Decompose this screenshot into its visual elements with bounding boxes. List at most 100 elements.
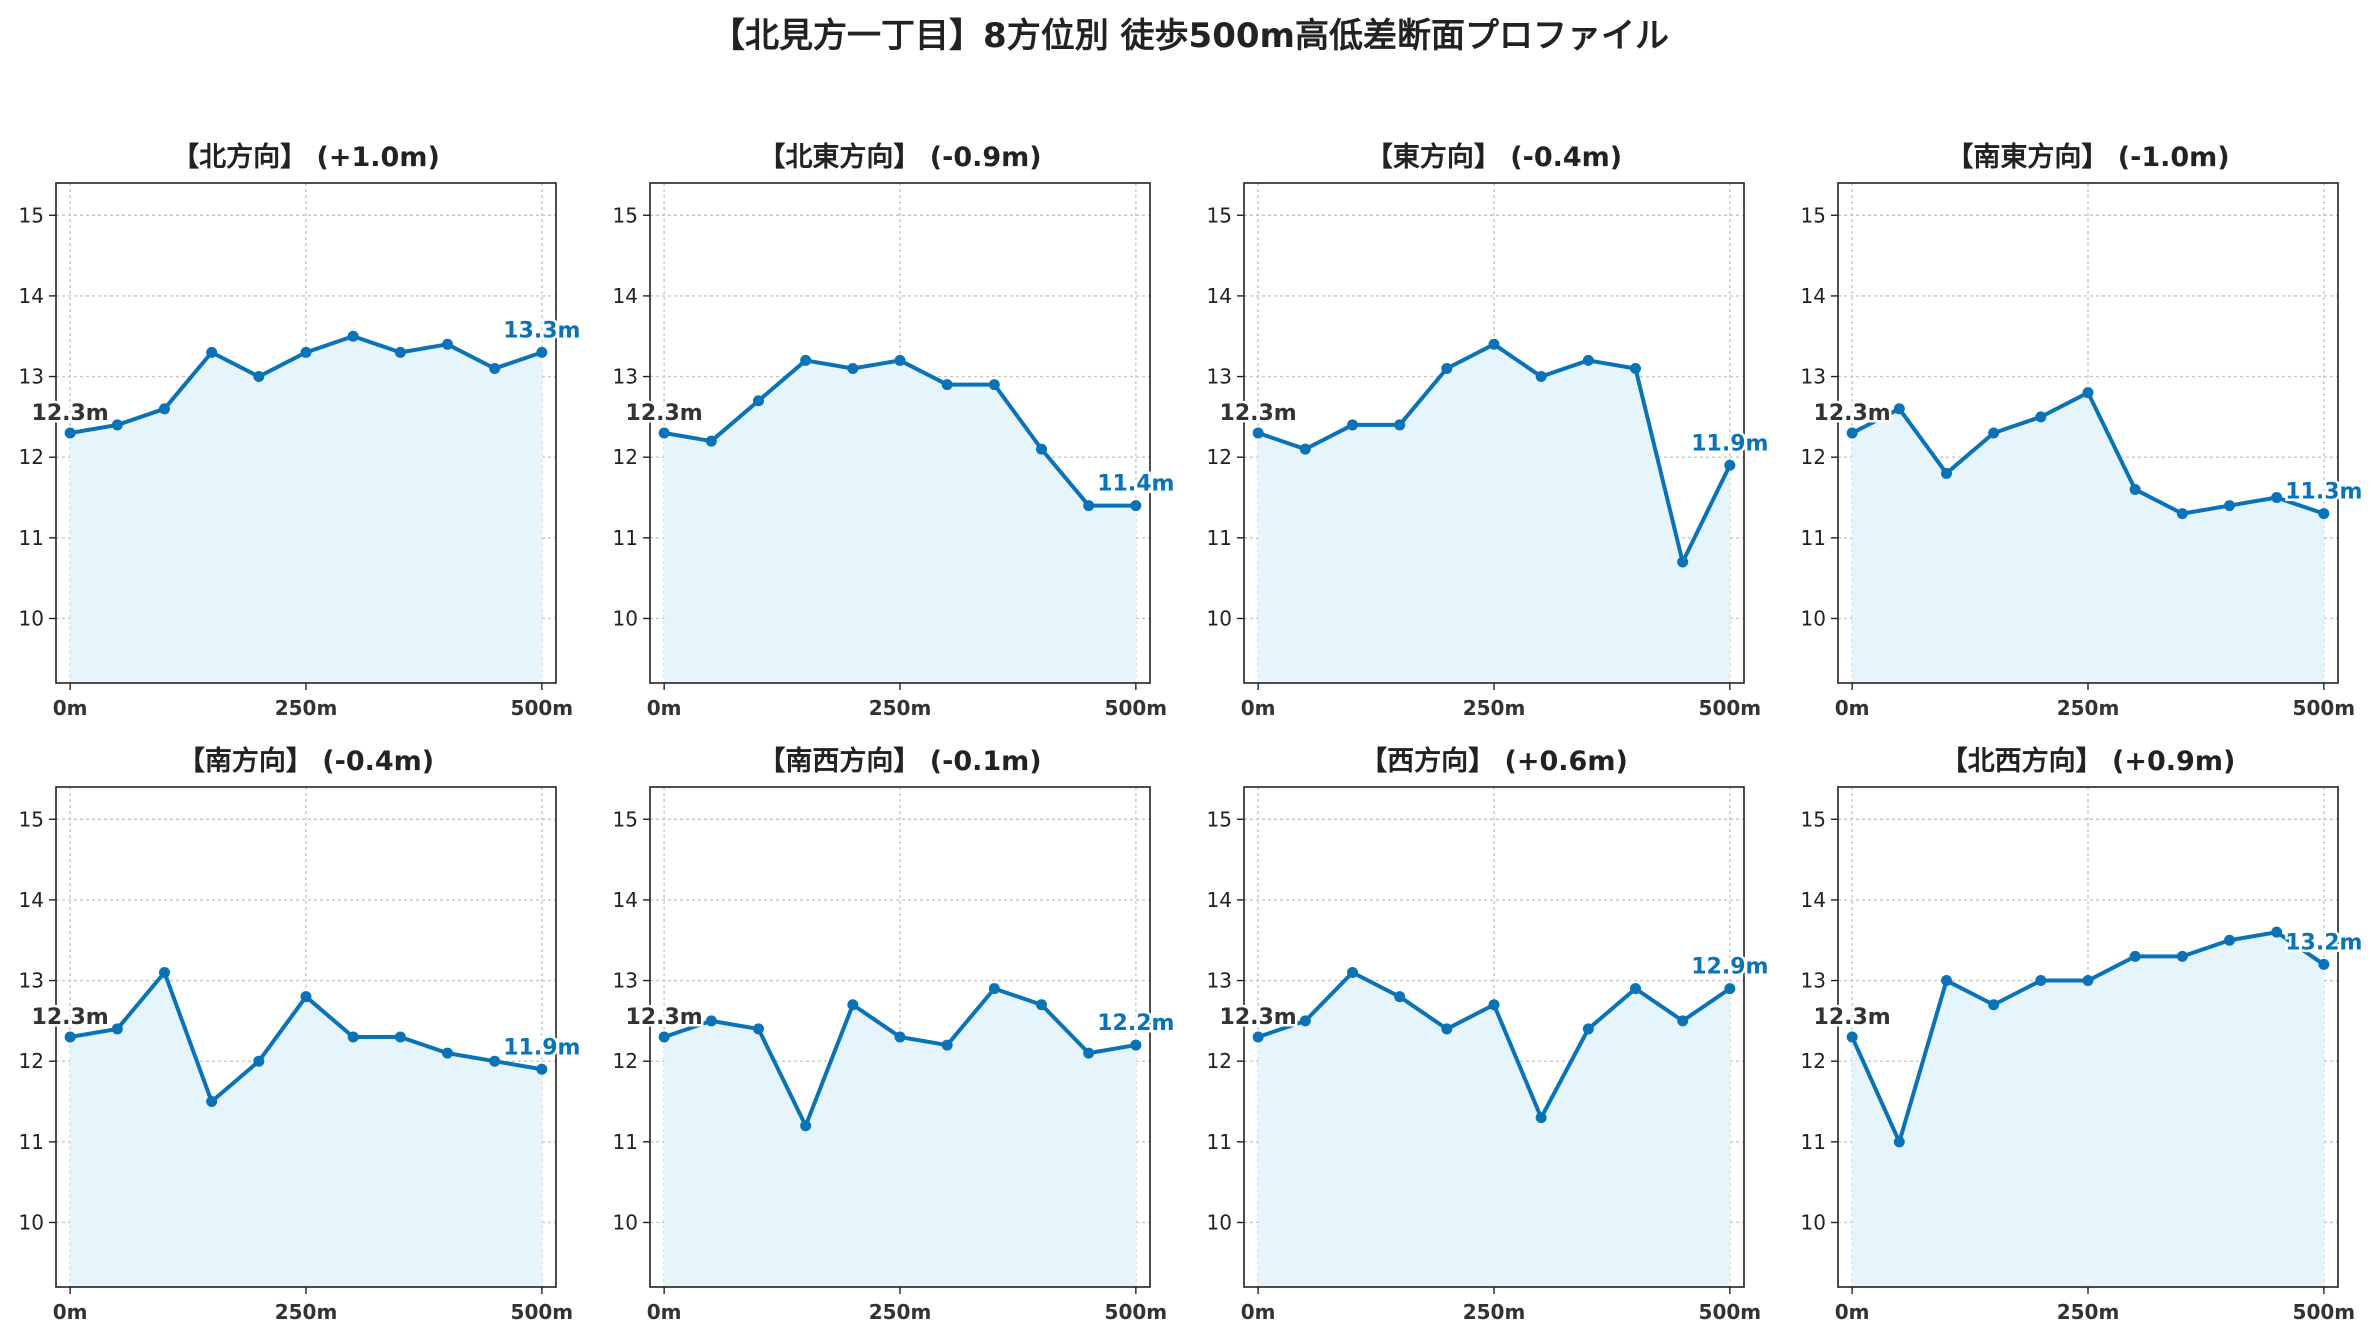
y-tick-label: 13 xyxy=(1801,969,1826,993)
x-tick-label: 500m xyxy=(511,696,574,720)
y-tick-label: 14 xyxy=(1801,284,1826,308)
x-tick-label: 250m xyxy=(2057,1300,2120,1324)
elevation-area xyxy=(70,336,542,683)
data-point xyxy=(64,1031,76,1043)
start-elevation-label: 12.3m xyxy=(32,401,109,426)
data-point xyxy=(941,379,953,391)
data-point xyxy=(253,371,265,383)
data-point xyxy=(2271,926,2283,938)
data-point xyxy=(1252,427,1264,439)
y-tick-label: 11 xyxy=(1801,1130,1826,1154)
y-tick-label: 10 xyxy=(19,606,44,630)
data-point xyxy=(347,1031,359,1043)
x-tick-label: 0m xyxy=(647,696,682,720)
data-point xyxy=(752,1023,764,1035)
data-point xyxy=(1083,500,1095,512)
data-point xyxy=(2318,508,2330,520)
y-tick-label: 11 xyxy=(613,526,638,550)
data-point xyxy=(1677,556,1689,568)
data-point xyxy=(1988,999,2000,1011)
data-point xyxy=(988,983,1000,995)
y-tick-label: 12 xyxy=(19,445,44,469)
y-tick-label: 12 xyxy=(1801,445,1826,469)
y-tick-label: 12 xyxy=(613,1049,638,1073)
data-point xyxy=(206,346,218,358)
y-tick-label: 12 xyxy=(19,1049,44,1073)
data-point xyxy=(894,354,906,366)
data-point xyxy=(111,419,123,431)
data-point xyxy=(2271,492,2283,504)
y-tick-label: 14 xyxy=(613,888,638,912)
elevation-area xyxy=(1258,344,1730,683)
y-tick-label: 10 xyxy=(1207,606,1232,630)
y-tick-label: 13 xyxy=(613,365,638,389)
y-tick-label: 11 xyxy=(1207,526,1232,550)
data-point xyxy=(658,1031,670,1043)
data-point xyxy=(1940,975,1952,987)
data-point xyxy=(941,1039,953,1051)
data-point xyxy=(1582,354,1594,366)
end-elevation-label: 11.4m xyxy=(1097,472,1174,497)
y-tick-label: 15 xyxy=(19,203,44,227)
data-point xyxy=(1346,419,1358,431)
data-point xyxy=(1083,1047,1095,1059)
data-point xyxy=(300,346,312,358)
y-tick-label: 14 xyxy=(1207,888,1232,912)
elevation-area xyxy=(1258,972,1730,1287)
y-tick-label: 14 xyxy=(19,888,44,912)
x-tick-label: 500m xyxy=(1105,696,1168,720)
data-point xyxy=(1893,403,1905,415)
x-tick-label: 250m xyxy=(275,696,338,720)
data-point xyxy=(2176,950,2188,962)
end-elevation-label: 13.2m xyxy=(2285,930,2362,955)
data-point xyxy=(1441,1023,1453,1035)
data-point xyxy=(2129,950,2141,962)
y-tick-label: 13 xyxy=(613,969,638,993)
elevation-area xyxy=(70,972,542,1287)
y-tick-label: 14 xyxy=(613,284,638,308)
data-point xyxy=(2035,411,2047,423)
y-tick-label: 12 xyxy=(1801,1049,1826,1073)
data-point xyxy=(1988,427,2000,439)
panel-title: 【西方向】 (+0.6m) xyxy=(1360,745,1628,777)
x-tick-label: 250m xyxy=(275,1300,338,1324)
chart-panel-2: 【北東方向】 (-0.9m) 10 11 12 13 14 15 0m 250m 500m 12.3… xyxy=(613,141,1177,720)
elevation-area xyxy=(664,360,1136,683)
data-point xyxy=(800,354,812,366)
chart-panel-1: 【北方向】 (+1.0m) 10 11 12 13 14 15 0m 250m 500m 12.3m… xyxy=(19,141,583,720)
end-elevation-label: 13.3m xyxy=(503,318,580,343)
data-point xyxy=(1394,419,1406,431)
start-elevation-label: 12.3m xyxy=(32,1005,109,1030)
data-point xyxy=(2176,508,2188,520)
x-tick-label: 500m xyxy=(1105,1300,1168,1324)
y-tick-label: 15 xyxy=(1801,203,1826,227)
data-point xyxy=(1346,966,1358,978)
y-tick-label: 12 xyxy=(1207,445,1232,469)
data-point xyxy=(894,1031,906,1043)
y-tick-label: 10 xyxy=(1801,1210,1826,1234)
data-point xyxy=(536,1063,548,1075)
y-tick-label: 15 xyxy=(1207,807,1232,831)
data-point xyxy=(394,1031,406,1043)
y-tick-label: 11 xyxy=(1801,526,1826,550)
data-point xyxy=(1130,1039,1142,1051)
data-point xyxy=(658,427,670,439)
y-tick-label: 12 xyxy=(613,445,638,469)
data-point xyxy=(1441,362,1453,374)
data-point xyxy=(2082,387,2094,399)
data-point xyxy=(1299,443,1311,455)
y-tick-label: 13 xyxy=(1207,969,1232,993)
elevation-area xyxy=(1852,932,2324,1287)
data-point xyxy=(2318,958,2330,970)
data-point xyxy=(1724,983,1736,995)
y-tick-label: 15 xyxy=(613,203,638,227)
data-point xyxy=(1677,1015,1689,1027)
y-tick-label: 14 xyxy=(1801,888,1826,912)
data-point xyxy=(64,427,76,439)
y-tick-label: 14 xyxy=(19,284,44,308)
y-tick-label: 15 xyxy=(19,807,44,831)
panel-title: 【北東方向】 (-0.9m) xyxy=(758,141,1041,173)
chart-panel-7: 【西方向】 (+0.6m) 10 11 12 13 14 15 0m 250m 500m 12.3m… xyxy=(1207,745,1771,1324)
x-tick-label: 0m xyxy=(1241,696,1276,720)
